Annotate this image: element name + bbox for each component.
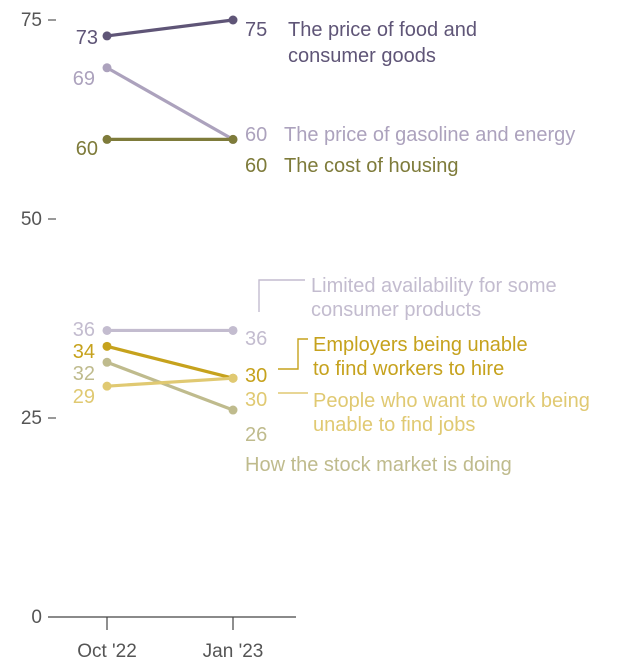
y-tick-label: 75 (21, 10, 42, 31)
point-gas-oct22 (102, 63, 112, 73)
y-tick-label: 0 (31, 607, 42, 628)
value-label-jobs-jan23: 30 (245, 389, 267, 411)
series-label-stock: How the stock market is doing (245, 454, 512, 476)
point-food-oct22 (102, 31, 112, 41)
point-employers-oct22 (102, 341, 112, 351)
value-label-gas-jan23: 60 (245, 124, 267, 146)
series-line-food (105, 18, 235, 38)
series-label-jobs: unable to find jobs (313, 414, 475, 436)
series-line-employers (105, 344, 235, 380)
point-housing-jan23 (228, 134, 238, 144)
value-label-food-jan23: 75 (245, 19, 267, 41)
series-label-employers: to find workers to hire (313, 358, 504, 380)
value-label-stock-jan23: 26 (245, 424, 267, 446)
value-label-employers-oct22: 34 (73, 341, 95, 363)
point-jobs-jan23 (228, 373, 238, 383)
series-label-gas: The price of gasoline and energy (284, 124, 575, 146)
series-label-housing: The cost of housing (284, 155, 459, 177)
value-label-food-oct22: 73 (76, 27, 98, 49)
x-tick-label: Jan '23 (203, 641, 264, 659)
series-lines (102, 15, 238, 415)
value-label-gas-oct22: 69 (73, 68, 95, 90)
leader-line-supply (258, 279, 305, 312)
x-tick-label: Oct '22 (77, 641, 137, 659)
series-label-supply: consumer products (311, 299, 481, 321)
series-label-food: consumer goods (288, 45, 436, 67)
point-housing-oct22 (102, 134, 112, 144)
y-tick-label: 25 (21, 408, 42, 429)
value-label-employers-jan23: 30 (245, 365, 267, 387)
point-stock-oct22 (102, 357, 112, 367)
point-jobs-oct22 (102, 381, 112, 391)
leader-line-employers (278, 338, 308, 370)
series-line-stock (105, 360, 235, 412)
value-label-stock-oct22: 32 (73, 363, 95, 385)
series-label-jobs: People who want to work being (313, 390, 590, 412)
series-labels: 73 75 The price of food and consumer goods 6… (73, 19, 590, 476)
point-stock-jan23 (228, 405, 238, 415)
y-tick-label: 50 (21, 209, 42, 230)
value-label-supply-jan23: 36 (245, 328, 267, 350)
series-label-supply: Limited availability for some (311, 275, 557, 297)
value-label-jobs-oct22: 29 (73, 386, 95, 408)
point-food-jan23 (228, 15, 238, 25)
value-label-housing-oct22: 60 (76, 138, 98, 160)
series-label-employers: Employers being unable (313, 334, 528, 356)
axes: 0 25 50 75 Oct '22 Jan '23 (21, 10, 296, 659)
series-label-food: The price of food and (288, 19, 477, 41)
value-label-housing-jan23: 60 (245, 155, 267, 177)
series-line-jobs (105, 376, 235, 388)
point-supply-oct22 (102, 325, 112, 335)
value-label-supply-oct22: 36 (73, 319, 95, 341)
point-supply-jan23 (228, 325, 238, 335)
series-line-gas (105, 66, 235, 141)
